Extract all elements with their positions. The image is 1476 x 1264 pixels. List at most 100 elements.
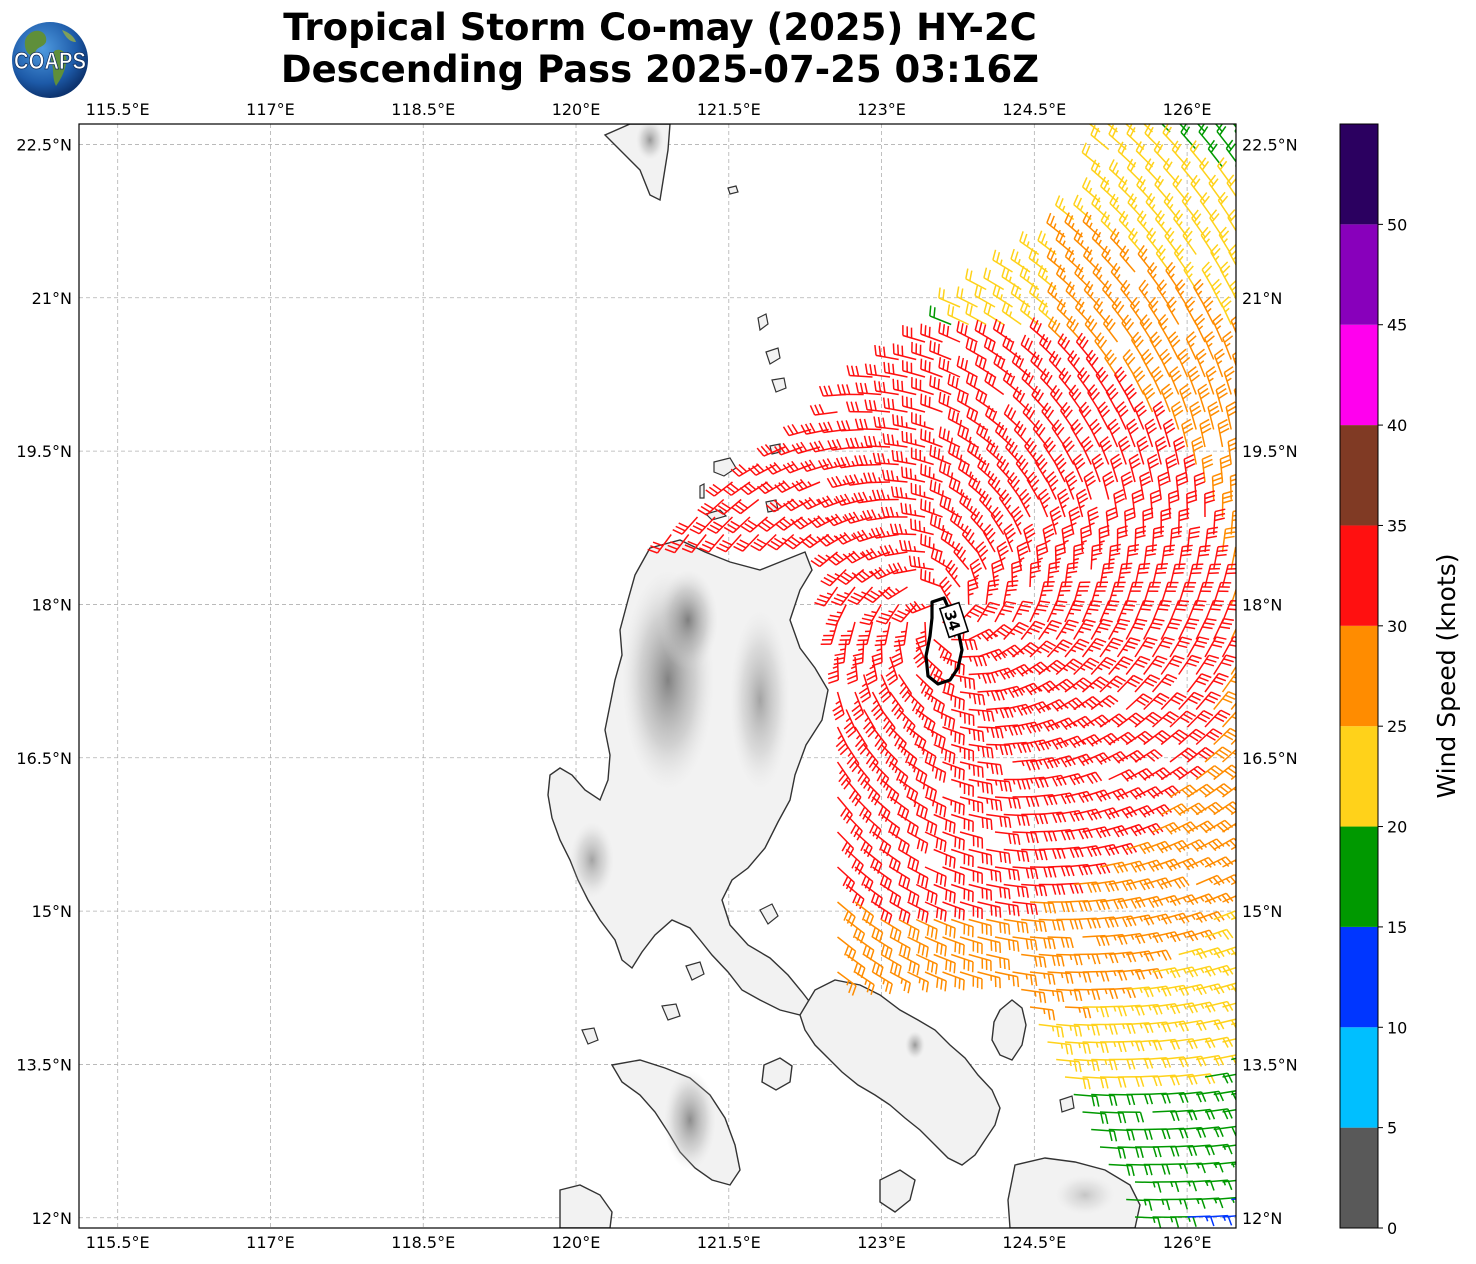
wind-barb [1213, 837, 1236, 851]
wind-barb [959, 796, 984, 814]
wind-barb [1056, 809, 1085, 822]
wind-barb [1143, 804, 1173, 817]
wind-barb [933, 708, 956, 730]
wind-barb [950, 883, 974, 903]
colorbar-tick-label: 50 [1387, 215, 1407, 234]
wind-barb [957, 458, 978, 483]
wind-barb [1249, 1125, 1276, 1134]
wind-barb [1056, 488, 1070, 518]
wind-barb [882, 433, 908, 448]
wind-barb [1178, 691, 1204, 711]
wind-barb [863, 472, 891, 484]
colorbar-tick-label: 10 [1387, 1018, 1407, 1037]
wind-barb [907, 726, 927, 752]
wind-barb [1143, 1092, 1171, 1104]
wind-barb [1110, 453, 1123, 483]
wind-barb [933, 638, 953, 665]
wind-barb [1178, 1197, 1206, 1209]
wind-barb [1099, 600, 1120, 623]
wind-barb [910, 518, 934, 536]
wind-barb [1242, 367, 1252, 395]
wind-barb [1073, 229, 1092, 256]
wind-barb [1204, 636, 1227, 658]
wind-barb [1047, 316, 1066, 343]
wind-barb [942, 691, 965, 711]
wind-barb [716, 534, 742, 553]
wind-barb [689, 516, 716, 535]
wind-barb [929, 375, 952, 396]
wind-barb [1029, 719, 1059, 732]
wind-barb [1125, 544, 1140, 570]
wind-barb [1099, 436, 1113, 465]
wind-barb [1073, 808, 1102, 821]
wind-barb [1090, 694, 1119, 711]
wind-barbs [647, 124, 1277, 1228]
wind-barb [784, 533, 812, 550]
wind-barb [1124, 383, 1137, 413]
wind-barb [844, 511, 873, 524]
wind-barb [845, 883, 865, 910]
wind-barb [986, 953, 1011, 971]
wind-barb [1099, 637, 1124, 658]
wind-barb [1126, 124, 1145, 151]
wind-barb [1012, 386, 1031, 413]
wind-barb [985, 667, 1015, 680]
wind-barb [791, 441, 821, 455]
wind-barb [1102, 314, 1119, 343]
wind-barb [1116, 599, 1137, 623]
wind-barb [1240, 928, 1268, 938]
wind-barb [985, 439, 1005, 466]
wind-barb [1249, 1018, 1277, 1028]
wind-barb [1143, 913, 1172, 925]
wind-barb [1107, 418, 1121, 448]
wind-barb [861, 547, 891, 561]
wind-barb [1160, 544, 1175, 570]
wind-barb [1120, 471, 1133, 500]
wind-barb [750, 533, 777, 552]
wind-barb [1143, 949, 1172, 961]
wind-barb [907, 866, 929, 889]
wind-barb [901, 466, 926, 483]
wind-barb [1099, 562, 1115, 588]
wind-barb [959, 726, 985, 742]
wind-barb [881, 469, 908, 483]
wind-barb [1080, 436, 1094, 465]
wind-barb [1092, 263, 1110, 291]
colorbar-bin [1340, 726, 1378, 827]
wind-barb [1171, 140, 1189, 168]
wind-barb [1139, 471, 1152, 500]
wind-barb [1064, 1006, 1092, 1019]
wind-barb [1169, 1145, 1198, 1157]
wind-barb [1143, 655, 1168, 675]
wind-barb [1073, 845, 1102, 858]
wind-barb [1029, 317, 1048, 343]
wind-barb [863, 709, 876, 738]
lat-label-right: 12°N [1242, 1209, 1282, 1228]
wind-barb [1160, 839, 1190, 853]
wind-barb [986, 813, 1012, 829]
wind-barb [994, 936, 1020, 952]
wind-barb [930, 547, 952, 571]
wind-barb [992, 284, 1013, 308]
wind-barb [975, 388, 996, 413]
wind-barb [1249, 1196, 1276, 1206]
wind-barb [865, 656, 878, 686]
wind-barb [1108, 769, 1138, 782]
wind-barb [956, 321, 978, 343]
lat-label-left: 13.5°N [16, 1055, 72, 1074]
lat-label-left: 18°N [32, 595, 72, 614]
axis-labels: 115.5°E 115.5°E 117°E 117°E 118.5°E 118.5°E 12… [16, 100, 1297, 1252]
wind-barb [872, 866, 892, 891]
wind-barb [1231, 1092, 1236, 1096]
wind-barb [986, 918, 1011, 935]
wind-barb [880, 848, 901, 873]
wind-barb [1232, 124, 1236, 129]
wind-barb [933, 848, 956, 869]
colorbar-tick-label: 45 [1387, 316, 1407, 335]
wind-barb [959, 866, 983, 884]
wind-barb [1126, 1198, 1153, 1211]
wind-barb [854, 936, 875, 961]
wind-barb [825, 604, 847, 626]
wind-barb [870, 526, 899, 539]
wind-barb [1230, 845, 1236, 851]
